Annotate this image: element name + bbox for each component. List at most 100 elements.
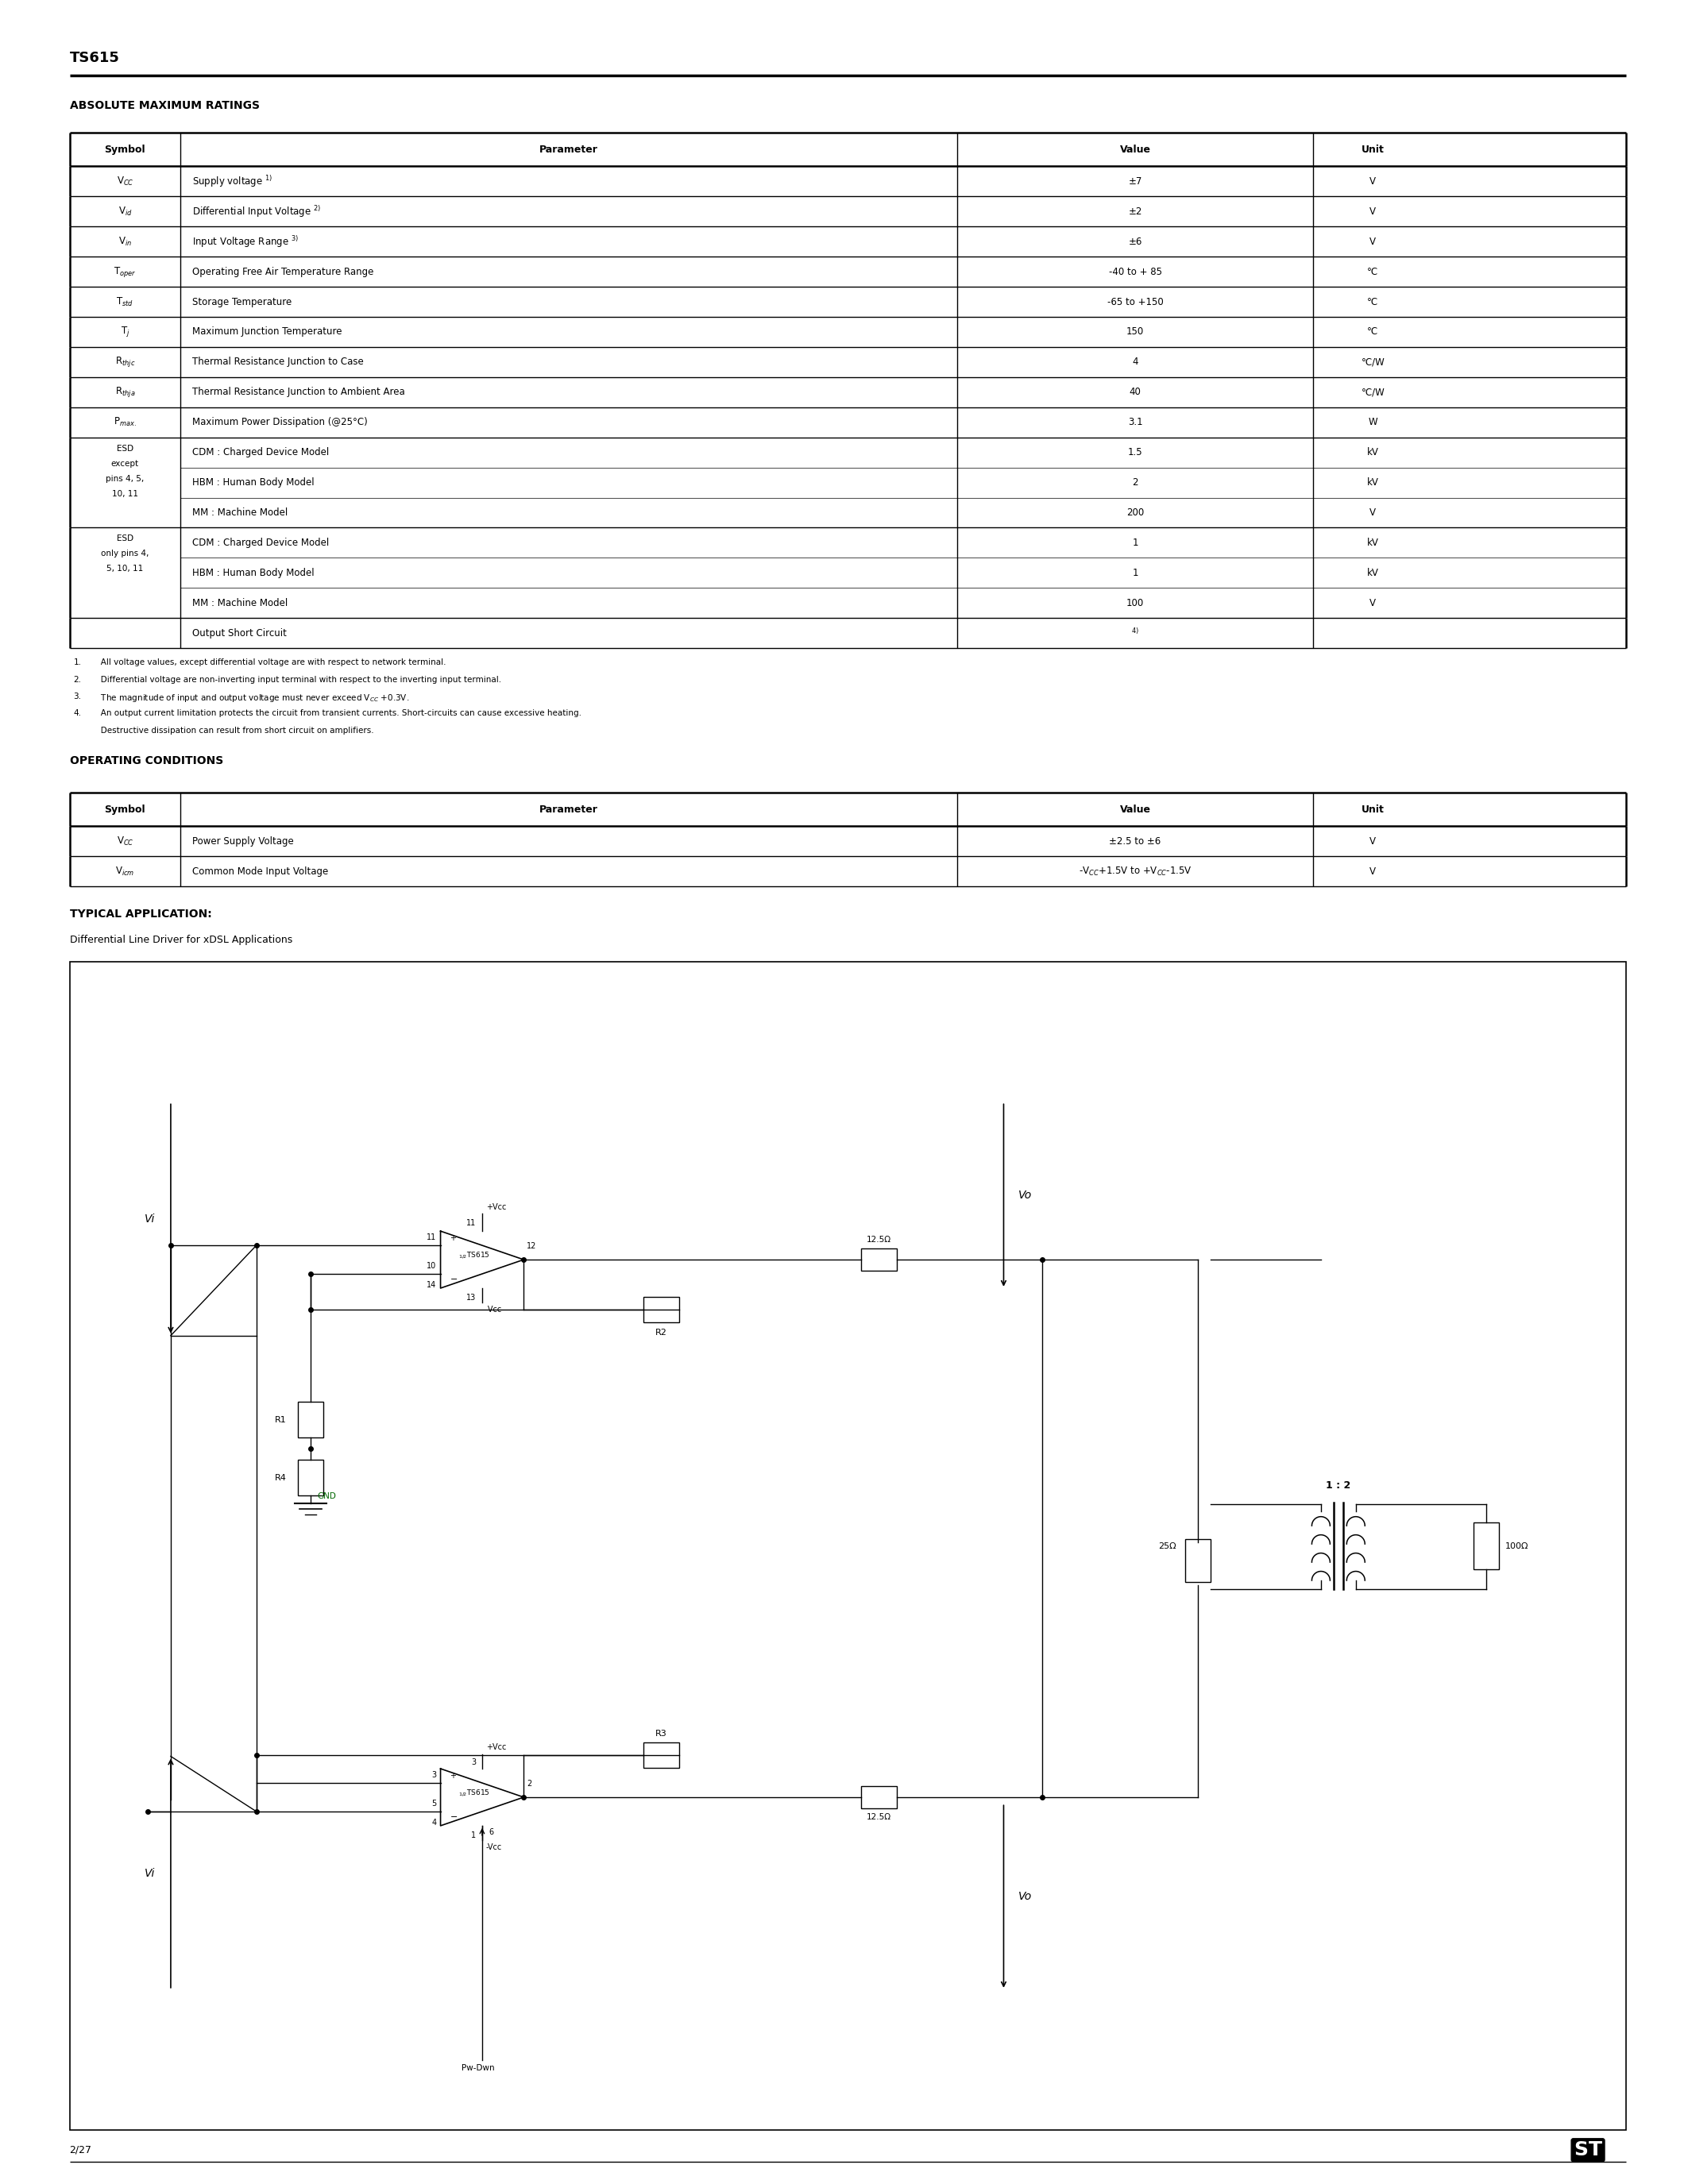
Text: °C: °C <box>1367 297 1379 308</box>
Text: HBM : Human Body Model: HBM : Human Body Model <box>192 568 314 579</box>
Text: Maximum Power Dissipation (@25°C): Maximum Power Dissipation (@25°C) <box>192 417 368 428</box>
Text: ±2: ±2 <box>1128 205 1143 216</box>
Text: 2.: 2. <box>74 675 81 684</box>
Text: Pw-Dwn: Pw-Dwn <box>461 2064 495 2073</box>
Text: 1 : 2: 1 : 2 <box>1327 1481 1350 1489</box>
Text: Value: Value <box>1119 144 1151 155</box>
Text: 3.: 3. <box>74 692 81 701</box>
Text: Maximum Junction Temperature: Maximum Junction Temperature <box>192 328 343 336</box>
Text: R2: R2 <box>655 1328 667 1337</box>
Text: R4: R4 <box>275 1474 287 1481</box>
Text: -65 to +150: -65 to +150 <box>1107 297 1163 308</box>
Text: +Vcc: +Vcc <box>486 1203 506 1212</box>
Text: CDM : Charged Device Model: CDM : Charged Device Model <box>192 448 329 459</box>
Text: 100: 100 <box>1126 598 1144 607</box>
Text: TYPICAL APPLICATION:: TYPICAL APPLICATION: <box>69 909 211 919</box>
Text: 5, 10, 11: 5, 10, 11 <box>106 566 143 572</box>
Text: V$_{CC}$: V$_{CC}$ <box>116 834 133 847</box>
Text: V: V <box>1369 205 1376 216</box>
Text: pins 4, 5,: pins 4, 5, <box>106 474 143 483</box>
Text: R3: R3 <box>655 1730 667 1738</box>
Text: The magnitude of input and output voltage must never exceed V$_{CC}$ +0.3V.: The magnitude of input and output voltag… <box>93 692 410 703</box>
Text: TS615: TS615 <box>69 50 120 66</box>
Text: -Vcc: -Vcc <box>486 1843 501 1852</box>
Text: Supply voltage $^{1)}$: Supply voltage $^{1)}$ <box>192 175 273 188</box>
Text: except: except <box>111 459 138 467</box>
Text: HBM : Human Body Model: HBM : Human Body Model <box>192 478 314 487</box>
Text: R$_{thjc}$: R$_{thjc}$ <box>115 356 135 369</box>
Text: T$_{oper}$: T$_{oper}$ <box>113 264 137 277</box>
Text: 100Ω: 100Ω <box>1506 1542 1529 1551</box>
Text: T$_{j}$: T$_{j}$ <box>120 325 130 339</box>
Text: 3.1: 3.1 <box>1128 417 1143 428</box>
Text: Power Supply Voltage: Power Supply Voltage <box>192 836 294 847</box>
Text: Unit: Unit <box>1362 804 1384 815</box>
Text: −: − <box>451 1275 457 1284</box>
Text: 10, 11: 10, 11 <box>111 489 138 498</box>
Text: kV: kV <box>1367 478 1379 487</box>
Text: V$_{CC}$: V$_{CC}$ <box>116 175 133 188</box>
Text: T$_{std}$: T$_{std}$ <box>116 295 133 308</box>
Text: All voltage values, except differential voltage are with respect to network term: All voltage values, except differential … <box>93 657 446 666</box>
Text: Vo: Vo <box>1018 1190 1031 1201</box>
Bar <box>861 1249 896 1271</box>
Text: V: V <box>1369 507 1376 518</box>
Text: V: V <box>1369 236 1376 247</box>
Text: V$_{in}$: V$_{in}$ <box>118 236 132 247</box>
Text: Value: Value <box>1119 804 1151 815</box>
Text: Common Mode Input Voltage: Common Mode Input Voltage <box>192 867 329 876</box>
Text: Thermal Resistance Junction to Ambient Area: Thermal Resistance Junction to Ambient A… <box>192 387 405 397</box>
Text: 1.: 1. <box>74 657 81 666</box>
Text: $_{1/2}$TS615: $_{1/2}$TS615 <box>459 1251 490 1260</box>
Bar <box>643 1297 679 1321</box>
Text: Parameter: Parameter <box>540 144 598 155</box>
Text: V: V <box>1369 836 1376 847</box>
Text: V$_{id}$: V$_{id}$ <box>118 205 132 218</box>
Text: 14: 14 <box>427 1282 437 1289</box>
Text: Destructive dissipation can result from short circuit on amplifiers.: Destructive dissipation can result from … <box>93 727 375 734</box>
Text: °C: °C <box>1367 266 1379 277</box>
Bar <box>299 1459 324 1496</box>
Bar <box>69 961 1626 2129</box>
Text: kV: kV <box>1367 537 1379 548</box>
Text: Vi: Vi <box>143 1212 155 1225</box>
Text: Differential voltage are non-inverting input terminal with respect to the invert: Differential voltage are non-inverting i… <box>93 675 501 684</box>
Text: kV: kV <box>1367 568 1379 579</box>
Text: 12: 12 <box>527 1243 537 1249</box>
Text: MM : Machine Model: MM : Machine Model <box>192 598 289 607</box>
Text: 11: 11 <box>466 1219 476 1227</box>
Text: V: V <box>1369 598 1376 607</box>
Text: °C: °C <box>1367 328 1379 336</box>
Text: R1: R1 <box>275 1415 287 1424</box>
Text: MM : Machine Model: MM : Machine Model <box>192 507 289 518</box>
Text: V: V <box>1369 867 1376 876</box>
Text: −: − <box>451 1813 457 1821</box>
Text: V: V <box>1369 177 1376 186</box>
Text: Differential Line Driver for xDSL Applications: Differential Line Driver for xDSL Applic… <box>69 935 292 946</box>
Bar <box>1185 1540 1210 1581</box>
Text: 2/27: 2/27 <box>69 2145 91 2156</box>
Text: Thermal Resistance Junction to Case: Thermal Resistance Junction to Case <box>192 356 363 367</box>
Text: 12.5Ω: 12.5Ω <box>866 1813 891 1821</box>
Text: $_{1/2}$TS615: $_{1/2}$TS615 <box>459 1789 490 1797</box>
Text: 11: 11 <box>427 1234 437 1241</box>
Text: +: + <box>451 1771 456 1780</box>
Text: 1: 1 <box>1133 537 1138 548</box>
Text: ±6: ±6 <box>1128 236 1143 247</box>
Text: 4.: 4. <box>74 710 81 719</box>
Text: 1: 1 <box>1133 568 1138 579</box>
Text: 1: 1 <box>471 1830 476 1839</box>
Text: 12.5Ω: 12.5Ω <box>866 1236 891 1243</box>
Text: CDM : Charged Device Model: CDM : Charged Device Model <box>192 537 329 548</box>
Text: Input Voltage Range $^{3)}$: Input Voltage Range $^{3)}$ <box>192 234 299 249</box>
Text: -40 to + 85: -40 to + 85 <box>1109 266 1161 277</box>
Text: 2: 2 <box>1133 478 1138 487</box>
Text: $^{4)}$: $^{4)}$ <box>1131 629 1139 638</box>
Text: -V$_{CC}$+1.5V to +V$_{CC}$-1.5V: -V$_{CC}$+1.5V to +V$_{CC}$-1.5V <box>1079 865 1192 878</box>
Text: 2: 2 <box>527 1780 532 1789</box>
Text: Operating Free Air Temperature Range: Operating Free Air Temperature Range <box>192 266 373 277</box>
Text: Symbol: Symbol <box>105 144 145 155</box>
Text: -Vcc: -Vcc <box>486 1306 501 1313</box>
Text: only pins 4,: only pins 4, <box>101 550 149 557</box>
Text: °C/W: °C/W <box>1361 387 1384 397</box>
